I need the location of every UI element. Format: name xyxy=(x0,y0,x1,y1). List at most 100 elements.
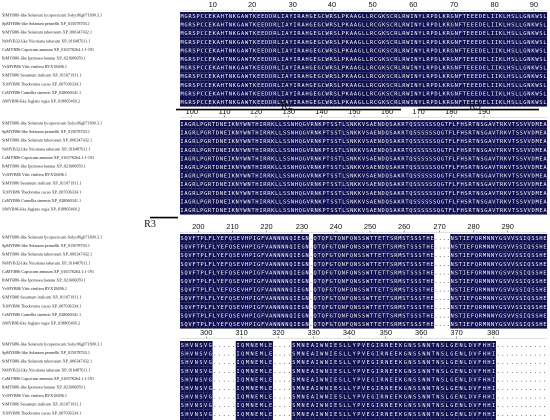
residue-letter: C xyxy=(374,66,377,72)
residue-letter: C xyxy=(374,23,377,29)
residue-letter: G xyxy=(523,74,526,80)
position-tick-label: 80 xyxy=(490,0,498,9)
species-label: VvMYB86 Vitis vinifera RVX18496.1 xyxy=(2,64,67,69)
residue-letter: S xyxy=(283,165,286,171)
residue-letter: L xyxy=(398,40,401,46)
residue-cell xyxy=(309,12,314,21)
residue-cell xyxy=(498,46,503,55)
residue-letter: P xyxy=(322,182,325,188)
residue-letter: T xyxy=(463,66,466,72)
residue-letter: N xyxy=(350,165,353,171)
residue-cell xyxy=(369,46,374,55)
residue-letter: Q xyxy=(314,236,317,242)
residue-cell xyxy=(236,20,241,30)
residue-letter: F xyxy=(346,270,349,276)
species-label: SlMYB86-like Solanum lycopersicum Solyc0… xyxy=(2,235,102,240)
residue-letter: T xyxy=(496,148,499,154)
residue-letter: A xyxy=(350,48,354,54)
residue-letter: T xyxy=(370,253,373,259)
residue-cell xyxy=(377,55,382,64)
residue-letter: S xyxy=(330,156,333,162)
residue-cell xyxy=(280,12,285,21)
residue-cell xyxy=(462,29,467,38)
residue-letter: H xyxy=(255,156,258,162)
residue-letter: L xyxy=(503,57,506,63)
residue-letter: S xyxy=(346,182,349,188)
residue-letter: . xyxy=(447,236,450,242)
residue-cell xyxy=(369,37,374,47)
residue-cell xyxy=(454,37,459,47)
residue-cell xyxy=(305,46,310,55)
residue-letter: I xyxy=(180,122,183,128)
residue-letter: A xyxy=(301,66,305,72)
residue-letter: N xyxy=(527,40,530,46)
residue-letter: K xyxy=(382,57,386,63)
residue-letter: E xyxy=(257,31,260,37)
residue-letter: W xyxy=(406,57,410,63)
residue-cell xyxy=(361,63,366,73)
residue-letter: D xyxy=(382,139,385,145)
residue-letter: R xyxy=(402,66,406,72)
residue-letter: H xyxy=(461,208,464,214)
residue-letter: K xyxy=(233,14,237,20)
residue-letter: N xyxy=(378,174,381,180)
residue-cell xyxy=(264,12,269,21)
residue-cell xyxy=(421,46,427,55)
residue-cell xyxy=(296,46,302,55)
residue-letter: G xyxy=(523,48,526,54)
residue-letter: A xyxy=(354,66,358,72)
residue-letter: G xyxy=(358,14,361,20)
residue-cell xyxy=(369,20,374,30)
residue-letter: L xyxy=(398,48,401,54)
residue-letter: E xyxy=(237,262,240,268)
residue-letter: Q xyxy=(409,182,412,188)
residue-letter: L xyxy=(543,23,546,29)
residue-letter: T xyxy=(326,208,329,214)
residue-letter: S xyxy=(390,174,393,180)
residue-letter: D xyxy=(216,182,219,188)
residue-letter: S xyxy=(535,253,538,259)
residue-cell xyxy=(482,55,487,64)
residue-letter: D xyxy=(265,57,268,63)
residue-letter: C xyxy=(205,14,208,20)
residue-letter: E xyxy=(224,131,227,137)
residue-letter: A xyxy=(241,40,245,46)
residue-letter: A xyxy=(350,31,354,37)
residue-letter: L xyxy=(275,199,278,205)
residue-letter: F xyxy=(193,236,196,242)
residue-letter: Y xyxy=(289,40,293,46)
residue-letter: L xyxy=(342,139,345,145)
residue-cell xyxy=(430,55,435,64)
residue-cell xyxy=(192,72,197,81)
residue-letter: G xyxy=(188,191,191,197)
residue-cell xyxy=(458,12,463,21)
residue-letter: F xyxy=(209,245,212,251)
residue-letter: L xyxy=(366,91,369,97)
residue-letter: S xyxy=(516,139,519,145)
residue-letter: G xyxy=(318,48,321,54)
residue-letter: I xyxy=(228,148,231,154)
residue-letter: L xyxy=(277,91,280,97)
residue-cell xyxy=(240,72,245,81)
residue-cell xyxy=(204,72,209,81)
residue-letter: G xyxy=(184,83,187,89)
residue-cell xyxy=(248,46,253,55)
residue-letter: H xyxy=(507,100,510,106)
residue-letter: T xyxy=(386,253,389,259)
residue-letter: F xyxy=(471,245,474,251)
residue-cell xyxy=(196,29,201,38)
residue-letter: G xyxy=(204,165,207,171)
residue-cell xyxy=(216,63,221,73)
residue-letter: I xyxy=(491,57,494,63)
residue-letter: D xyxy=(435,31,438,37)
residue-letter: L xyxy=(342,148,345,154)
residue-letter: S xyxy=(410,253,413,259)
residue-letter: R xyxy=(402,23,406,29)
residue-letter: E xyxy=(374,139,377,145)
residue-letter: M xyxy=(180,57,183,63)
residue-letter: S xyxy=(520,139,523,145)
residue-letter: S xyxy=(334,40,337,46)
residue-letter: K xyxy=(531,66,535,72)
residue-letter: S xyxy=(539,100,542,106)
residue-cell xyxy=(260,37,265,47)
